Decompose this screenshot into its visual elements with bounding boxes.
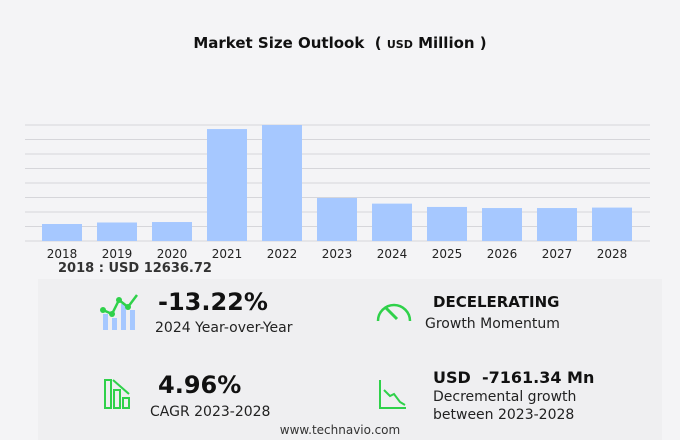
x-tick-label: 2022 (267, 247, 298, 260)
yoy-value: -13.22% (158, 288, 268, 316)
decline-chart-icon (379, 380, 406, 409)
x-tick-label: 2023 (322, 247, 353, 260)
x-tick-label: 2020 (157, 247, 188, 260)
cagr-icon (104, 379, 130, 409)
bar-2023[interactable] (317, 197, 357, 241)
x-tick-label: 2028 (597, 247, 628, 260)
bar-2025[interactable] (427, 206, 467, 241)
growth-chart-icon (100, 294, 138, 330)
x-tick-label: 2025 (432, 247, 463, 260)
bar-2019[interactable] (97, 222, 137, 241)
x-tick-label: 2018 (47, 247, 78, 260)
x-tick-label: 2024 (377, 247, 408, 260)
speedometer-icon (376, 303, 412, 322)
bar-2022[interactable] (262, 125, 302, 241)
bar-2024[interactable] (372, 203, 412, 241)
stats-panel (38, 279, 662, 440)
x-tick-label: 2027 (542, 247, 573, 260)
growth-period: between 2023-2028 (433, 407, 575, 423)
x-tick-label: 2021 (212, 247, 243, 260)
unit-prefix: USD (386, 38, 413, 51)
cagr-value: 4.96% (158, 371, 242, 399)
chart-title: Market Size Outlook ( USD Million ) (193, 34, 487, 52)
yoy-label: 2024 Year-over-Year (155, 320, 293, 336)
unit: Million (418, 34, 475, 52)
momentum-label: Growth Momentum (425, 316, 560, 332)
bar-chart: 2018 2019 2020 2021 2022 2023 2024 2025 2026 2027… (25, 124, 650, 260)
x-tick-label: 2026 (487, 247, 518, 260)
footer-link[interactable]: www.technavio.com (279, 423, 401, 437)
selected-value: 2018 : USD 12636.72 (58, 261, 212, 276)
cagr-label: CAGR 2023-2028 (150, 404, 271, 420)
x-tick-label: 2019 (102, 247, 133, 260)
title-text: Market Size Outlook (193, 34, 365, 52)
bar-2021[interactable] (207, 129, 247, 241)
bar-2028[interactable] (592, 207, 632, 241)
bar-2020[interactable] (152, 222, 192, 241)
bar-2027[interactable] (537, 208, 577, 241)
momentum-value: DECELERATING (433, 293, 560, 311)
bar-2026[interactable] (482, 208, 522, 241)
growth-value: USD -7161.34 Mn (433, 368, 595, 387)
bar-2018[interactable] (42, 223, 82, 241)
growth-label: Decremental growth (433, 389, 577, 405)
